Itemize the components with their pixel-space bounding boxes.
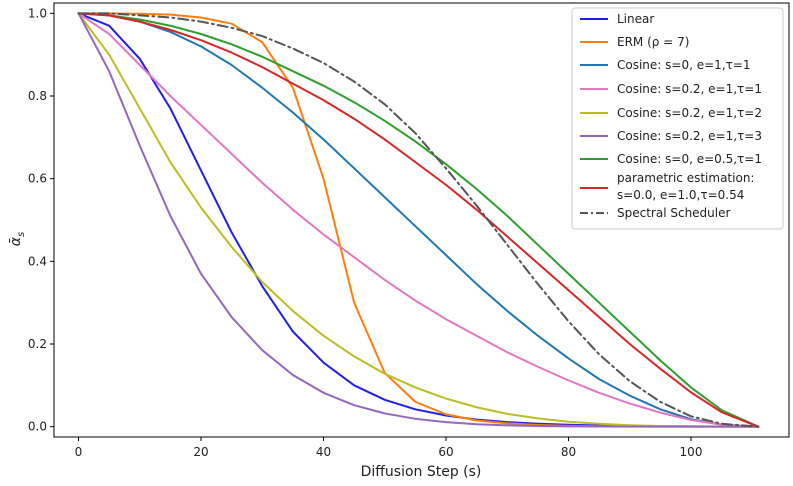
legend-label-line2: s=0.0, e=1.0,τ=0.54 [617,188,744,202]
y-axis-ticks: 0.0 0.2 0.4 0.6 0.8 1.0 [28,6,54,434]
legend-label: Spectral Scheduler [617,206,730,220]
x-axis-label: Diffusion Step (s) [361,464,482,480]
series-line-cosine-s-0-e-0-5-1 [77,12,760,428]
legend: Linear ERM (ρ = 7) Cosine: s=0, e=1,τ=1 Cos… [571,7,784,230]
legend-label-line1: parametric estimation: [617,171,754,185]
y-tick-label: 0.4 [28,254,47,268]
x-tick-label: 20 [193,445,208,459]
legend-label: Cosine: s=0, e=1,τ=1 [617,58,751,72]
series-lines [77,12,760,428]
x-axis-ticks: 0 20 40 60 80 100 [75,437,703,459]
legend-entries: Linear ERM (ρ = 7) Cosine: s=0, e=1,τ=1 Cos… [580,12,762,220]
series-line-spectral-scheduler [77,12,760,428]
x-tick-label: 0 [75,445,83,459]
legend-label: Cosine: s=0.2, e=1,τ=2 [617,106,762,120]
x-tick-label: 100 [680,445,703,459]
y-axis-label-group: ᾱs [8,232,27,246]
y-tick-label: 0.0 [28,420,47,434]
legend-label: Cosine: s=0, e=0.5,τ=1 [617,152,762,166]
y-tick-label: 1.0 [28,6,47,20]
y-tick-label: 0.2 [28,337,47,351]
x-tick-label: 60 [438,445,453,459]
legend-label: ERM (ρ = 7) [617,35,689,49]
x-tick-label: 80 [561,445,576,459]
legend-label: Cosine: s=0.2, e=1,τ=3 [617,129,762,143]
series-line-cosine-s-0-2-e-1-1 [77,12,760,428]
legend-frame [571,7,784,230]
series-line-cosine-s-0-2-e-1-2 [77,12,760,428]
series-line-parametric-estimation-s-0-0-e-1-0-0-54 [77,12,760,428]
legend-label: Linear [617,12,654,26]
legend-label: Cosine: s=0.2, e=1,τ=1 [617,82,762,96]
axes-frame [53,2,790,438]
y-axis-label-main: ᾱ [8,236,24,246]
x-tick-label: 40 [316,445,331,459]
y-axis-label: ᾱs [8,232,27,246]
y-axis-label-subscript: s [16,232,27,237]
series-line-cosine-s-0-e-1-1 [77,12,760,428]
y-tick-label: 0.6 [28,172,47,186]
series-line-cosine-s-0-2-e-1-3 [77,12,760,428]
y-tick-label: 0.8 [28,89,47,103]
